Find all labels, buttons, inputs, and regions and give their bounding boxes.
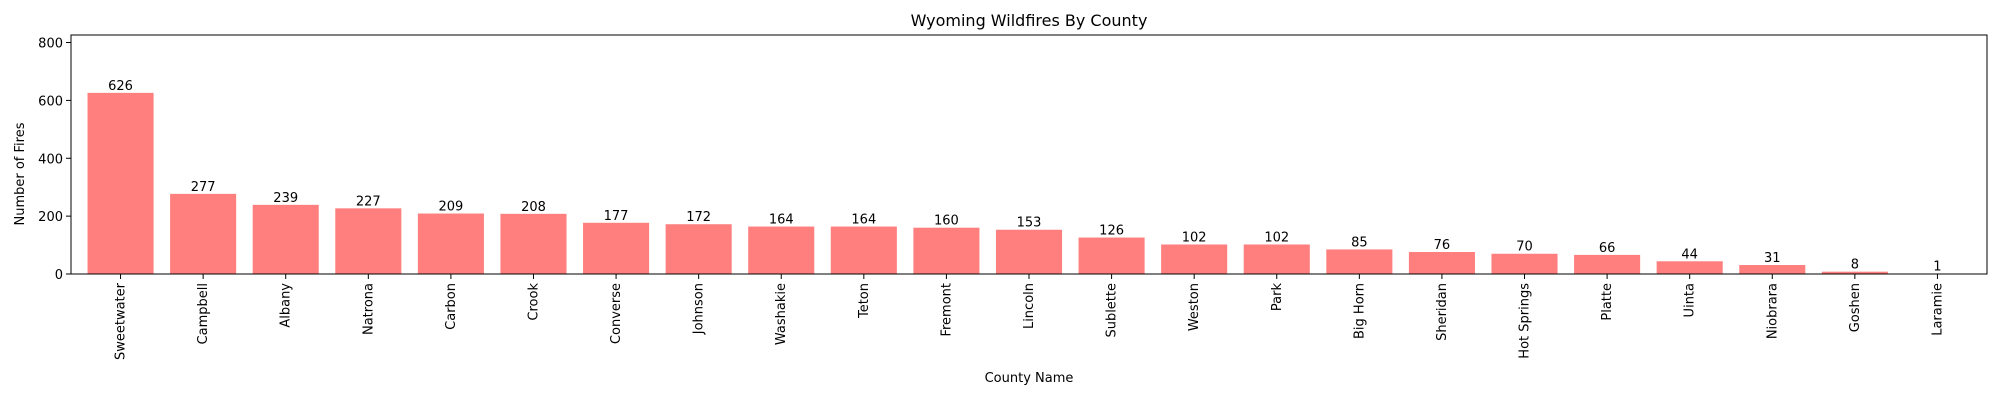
x-tick-label: Park bbox=[1270, 283, 1285, 312]
bar-washakie bbox=[748, 226, 815, 274]
bar-converse bbox=[583, 222, 650, 274]
x-axis-label: County Name bbox=[985, 371, 1074, 386]
x-tick-label: Crook bbox=[526, 283, 541, 321]
bar-value-label: 277 bbox=[191, 180, 216, 195]
y-tick-label: 200 bbox=[38, 210, 63, 225]
x-tick-label: Uinta bbox=[1683, 283, 1698, 317]
bar-uinta bbox=[1656, 261, 1723, 274]
bar-value-label: 227 bbox=[356, 194, 381, 209]
bar-value-label: 126 bbox=[1099, 224, 1124, 239]
x-tick-label: Sheridan bbox=[1435, 283, 1450, 341]
x-tick-label: Johnson bbox=[692, 283, 707, 335]
x-tick-label: Natrona bbox=[361, 283, 376, 335]
bar-natrona bbox=[335, 208, 402, 274]
x-axis: Sweetwater Campbell Albany Natrona Carbon Cro… bbox=[114, 274, 1945, 360]
x-tick-label: Weston bbox=[1187, 283, 1202, 331]
bar-fremont bbox=[913, 227, 980, 274]
bar-value-label: 8 bbox=[1851, 258, 1859, 273]
bar-value-label: 66 bbox=[1599, 241, 1616, 256]
y-tick-label: 800 bbox=[38, 37, 63, 52]
bar-value-label: 164 bbox=[769, 213, 794, 228]
bar-value-label: 164 bbox=[851, 213, 876, 228]
bar-value-label: 31 bbox=[1764, 251, 1781, 266]
bar-sweetwater bbox=[87, 92, 154, 274]
bar-big-horn bbox=[1326, 249, 1393, 274]
bar-value-label: 76 bbox=[1434, 238, 1451, 253]
x-tick-label: Hot Springs bbox=[1518, 283, 1533, 359]
x-tick-label: Carbon bbox=[444, 283, 459, 330]
bars-group bbox=[87, 92, 1971, 274]
bar-value-label: 70 bbox=[1516, 240, 1533, 255]
bar-goshen bbox=[1821, 271, 1888, 274]
bar-johnson bbox=[665, 224, 732, 274]
bar-crook bbox=[500, 213, 567, 274]
bar-carbon bbox=[417, 213, 484, 274]
bar-weston bbox=[1161, 244, 1228, 274]
y-tick-label: 600 bbox=[38, 94, 63, 109]
bar-value-label: 209 bbox=[438, 200, 463, 215]
x-tick-label: Niobrara bbox=[1765, 283, 1780, 339]
bar-lincoln bbox=[995, 229, 1063, 274]
x-tick-label: Campbell bbox=[196, 283, 211, 344]
x-tick-label: Fremont bbox=[939, 283, 954, 337]
bar-value-label: 160 bbox=[934, 214, 959, 229]
bar-value-label: 239 bbox=[273, 191, 298, 206]
x-tick-label: Lincoln bbox=[1022, 283, 1037, 329]
y-axis-label: Number of Fires bbox=[13, 122, 28, 225]
x-tick-label: Teton bbox=[857, 283, 872, 319]
bar-campbell bbox=[170, 193, 237, 274]
bar-platte bbox=[1574, 254, 1641, 274]
y-tick-label: 400 bbox=[38, 152, 63, 167]
x-tick-label: Platte bbox=[1600, 283, 1615, 321]
y-tick-label: 0 bbox=[55, 268, 63, 283]
bar-value-label: 1 bbox=[1933, 260, 1941, 275]
x-tick-label: Goshen bbox=[1848, 283, 1863, 332]
chart-title: Wyoming Wildfires By County bbox=[911, 11, 1148, 30]
x-tick-label: Sublette bbox=[1105, 283, 1120, 338]
bar-value-label: 626 bbox=[108, 79, 133, 94]
x-tick-label: Big Horn bbox=[1352, 283, 1367, 339]
x-tick-label: Laramie bbox=[1930, 283, 1945, 336]
x-tick-label: Converse bbox=[609, 283, 624, 344]
bar-value-label: 102 bbox=[1182, 230, 1207, 245]
bar-value-label: 153 bbox=[1017, 216, 1042, 231]
x-tick-label: Sweetwater bbox=[114, 282, 129, 360]
bar-labels-group: 626 277 239 227 209 208 177 172 164 164 160 153 126 1… bbox=[108, 79, 1941, 275]
bar-niobrara bbox=[1739, 265, 1806, 274]
bar-park bbox=[1243, 244, 1310, 274]
bar-value-label: 85 bbox=[1351, 235, 1368, 250]
bar-value-label: 102 bbox=[1264, 230, 1289, 245]
y-axis: 0 200 400 600 800 bbox=[38, 37, 71, 283]
bar-sheridan bbox=[1408, 252, 1475, 274]
bar-value-label: 177 bbox=[604, 209, 629, 224]
bar-sublette bbox=[1078, 237, 1145, 274]
bar-albany bbox=[252, 204, 319, 274]
bar-value-label: 172 bbox=[686, 210, 711, 225]
x-tick-label: Albany bbox=[279, 283, 294, 328]
bar-value-label: 208 bbox=[521, 200, 546, 215]
plot-frame bbox=[70, 34, 1988, 275]
x-tick-label: Washakie bbox=[774, 283, 789, 345]
bar-teton bbox=[830, 226, 897, 274]
bar-value-label: 44 bbox=[1681, 247, 1698, 262]
bar-hot-springs bbox=[1491, 253, 1558, 274]
